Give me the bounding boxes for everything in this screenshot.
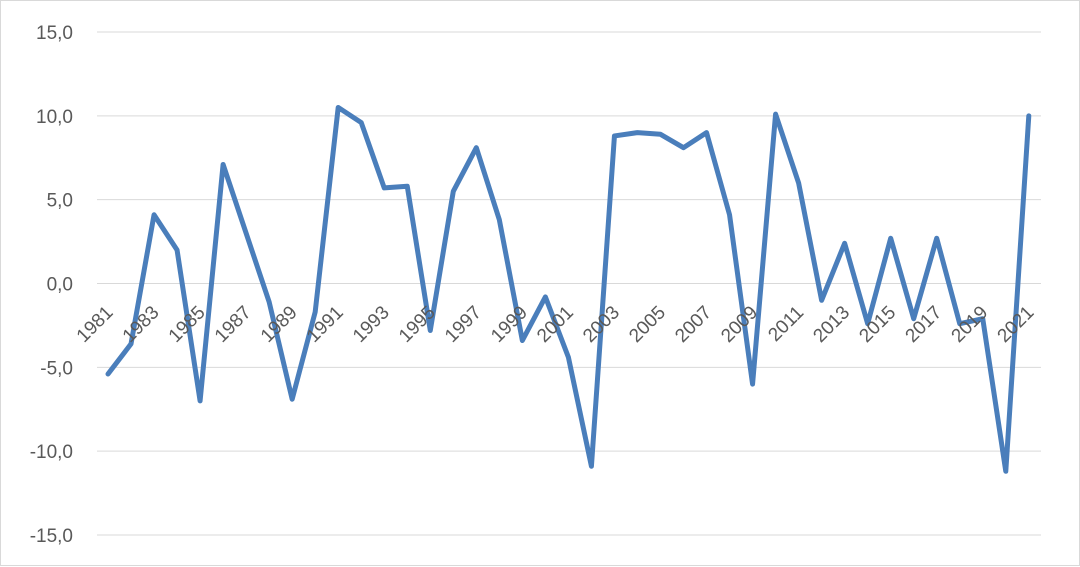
y-tick-label: 15,0 bbox=[36, 23, 73, 44]
gridlines bbox=[97, 31, 1041, 536]
x-tick-label: 1987 bbox=[211, 302, 256, 347]
y-tick-label: 10,0 bbox=[36, 107, 73, 128]
y-tick-label: -10,0 bbox=[30, 442, 73, 463]
x-tick-label: 1983 bbox=[119, 302, 164, 347]
series-layer bbox=[105, 104, 1032, 474]
y-tick-label: -15,0 bbox=[30, 526, 73, 547]
x-tick-label: 2005 bbox=[625, 302, 670, 347]
x-tick-label: 2011 bbox=[764, 302, 808, 346]
x-tick-label: 1997 bbox=[441, 302, 486, 347]
x-tick-label: 2017 bbox=[902, 302, 947, 347]
series-line bbox=[105, 104, 1032, 474]
x-tick-label: 1993 bbox=[349, 302, 394, 347]
x-tick-label: 2007 bbox=[671, 302, 716, 347]
x-tick-label: 1985 bbox=[165, 302, 210, 347]
y-tick-label: -5,0 bbox=[40, 358, 73, 379]
y-tick-label: 5,0 bbox=[47, 191, 73, 212]
x-axis-tick-labels: 1981 1983 1985 1987 1989 1991 1993 1995 1997 1999… bbox=[73, 302, 1039, 347]
y-axis-tick-labels: 15,0 10,0 5,0 0,0 -5,0 -10,0 -15,0 bbox=[30, 23, 73, 547]
x-tick-label: 1981 bbox=[73, 302, 118, 347]
y-tick-label: 0,0 bbox=[47, 275, 73, 296]
x-tick-label: 2013 bbox=[809, 302, 854, 347]
